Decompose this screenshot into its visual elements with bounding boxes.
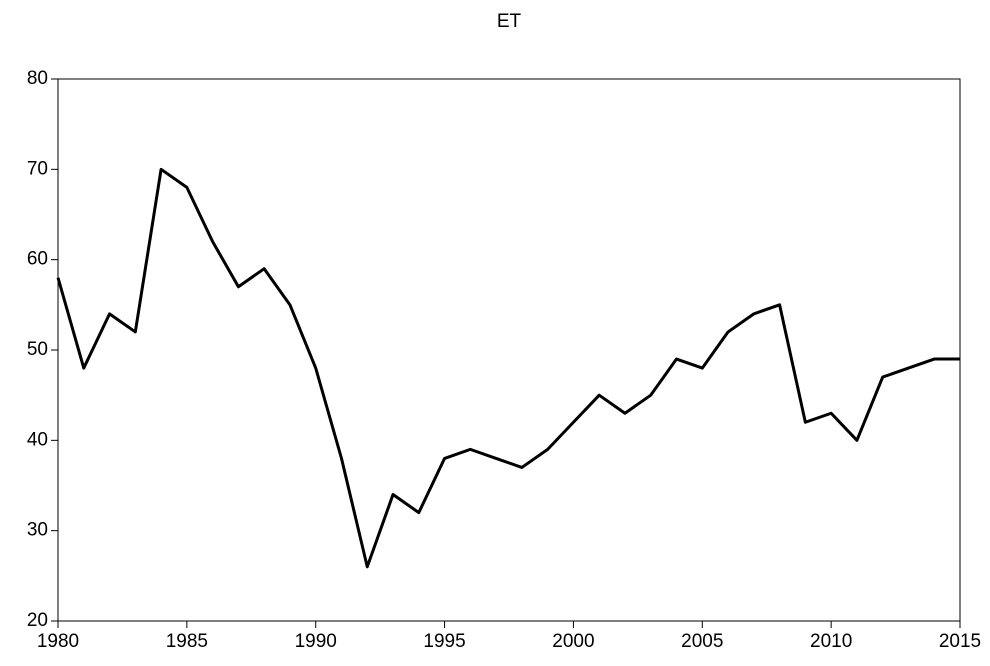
y-tick-label: 20	[27, 610, 48, 631]
y-tick-label: 60	[27, 249, 48, 270]
x-tick-label: 1995	[423, 631, 465, 652]
x-tick-label: 1990	[295, 631, 337, 652]
y-tick-label: 40	[27, 429, 48, 450]
y-tick-label: 50	[27, 339, 48, 360]
x-tick-label: 1985	[166, 631, 208, 652]
y-tick-label: 30	[27, 520, 48, 541]
x-tick-label: 2010	[810, 631, 852, 652]
data-line	[56, 167, 960, 569]
chart-title: ET	[497, 11, 522, 32]
x-tick-label: 2015	[939, 631, 981, 652]
x-tick-label: 2005	[681, 631, 723, 652]
x-tick-label: 1980	[37, 631, 79, 652]
x-tick-label: 2000	[552, 631, 594, 652]
y-tick-label: 80	[27, 68, 48, 89]
y-tick-label: 70	[27, 158, 48, 179]
plot-frame	[57, 78, 961, 622]
